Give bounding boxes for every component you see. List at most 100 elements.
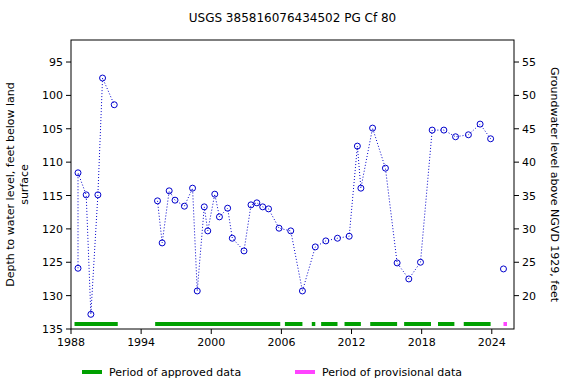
x-tick-label: 1994 <box>127 336 155 349</box>
data-point <box>216 214 222 220</box>
y2-tick-label: 20 <box>522 290 536 303</box>
data-point <box>75 265 81 271</box>
data-point <box>88 311 94 317</box>
plot-area <box>75 75 507 324</box>
data-point <box>429 127 435 133</box>
legend-label: Period of provisional data <box>322 366 462 379</box>
data-point <box>354 143 360 149</box>
data-point <box>83 192 89 198</box>
y-tick <box>66 162 71 163</box>
data-point <box>75 170 81 176</box>
y-tick-label: 110 <box>42 156 63 169</box>
x-tick-label: 2018 <box>408 336 436 349</box>
period-bar <box>345 322 361 326</box>
y-tick-label: 100 <box>42 89 63 102</box>
data-point <box>382 165 388 171</box>
y-axis-label: Depth to water level, feet below land <box>4 82 17 287</box>
y-tick-label: 120 <box>42 223 63 236</box>
period-bar <box>285 322 303 326</box>
y2-tick <box>514 95 519 96</box>
y2-tick-label: 35 <box>522 190 536 203</box>
data-point <box>488 136 494 142</box>
y-tick <box>66 95 71 96</box>
data-point <box>260 204 266 210</box>
data-point <box>111 102 117 108</box>
x-tick <box>281 329 282 334</box>
y-tick-label: 95 <box>49 56 63 69</box>
data-point <box>406 276 412 282</box>
series-line <box>78 78 503 314</box>
data-point <box>453 134 459 140</box>
data-point <box>225 205 231 211</box>
title: USGS 385816076434502 PG Cf 80 <box>189 11 397 25</box>
data-point <box>159 240 165 246</box>
x-tick <box>211 329 212 334</box>
y2-tick-label: 45 <box>522 123 536 136</box>
data-point <box>248 202 254 208</box>
y2-tick <box>514 262 519 263</box>
y2-tick <box>514 62 519 63</box>
x-tick <box>421 329 422 334</box>
period-bar <box>404 322 431 326</box>
data-point <box>201 204 207 210</box>
data-point <box>500 266 506 272</box>
data-point <box>394 260 400 266</box>
y-tick <box>66 195 71 196</box>
period-bar <box>438 322 454 326</box>
data-point <box>229 235 235 241</box>
data-point <box>441 127 447 133</box>
x-tick-label: 1988 <box>57 336 85 349</box>
data-point <box>276 225 282 231</box>
y-tick-label: 115 <box>42 190 63 203</box>
period-bar <box>155 322 280 326</box>
x-tick-label: 2024 <box>478 336 506 349</box>
data-point <box>346 233 352 239</box>
data-point <box>154 198 160 204</box>
data-point <box>335 235 341 241</box>
x-tick <box>71 329 72 334</box>
legend-label: Period of approved data <box>109 366 241 379</box>
y2-tick <box>514 228 519 229</box>
y-tick <box>66 262 71 263</box>
data-point <box>181 203 187 209</box>
data-point <box>205 228 211 234</box>
y2-tick <box>514 162 519 163</box>
y-tick-label: 135 <box>42 323 63 336</box>
y-tick <box>66 62 71 63</box>
y2-tick <box>514 128 519 129</box>
x-tick-label: 2012 <box>338 336 366 349</box>
legend-swatch <box>295 370 315 374</box>
x-tick <box>491 329 492 334</box>
chart: USGS 385816076434502 PG Cf 80 1988 1994 200… <box>0 0 576 384</box>
y-axis-label: surface <box>18 164 31 205</box>
y2-tick-label: 30 <box>522 223 536 236</box>
data-point <box>477 121 483 127</box>
period-bar <box>464 322 491 326</box>
data-point <box>370 125 376 131</box>
data-point <box>212 191 218 197</box>
data-point <box>299 288 305 294</box>
y2-axis-label: Groundwater level above NGVD 1929, feet <box>548 67 561 303</box>
x-tick-label: 2006 <box>267 336 295 349</box>
y2-tick-label: 25 <box>522 256 536 269</box>
data-point <box>190 185 196 191</box>
data-point <box>254 200 260 206</box>
period-bar <box>312 322 316 326</box>
data-point <box>288 228 294 234</box>
data-point <box>241 248 247 254</box>
x-tick <box>141 329 142 334</box>
y-tick <box>66 128 71 129</box>
data-point <box>358 185 364 191</box>
y2-tick <box>514 195 519 196</box>
y-tick-label: 105 <box>42 123 63 136</box>
data-point <box>312 244 318 250</box>
data-point <box>172 197 178 203</box>
y-tick-label: 125 <box>42 256 63 269</box>
data-point <box>166 188 172 194</box>
data-point <box>417 259 423 265</box>
period-bar <box>321 322 337 326</box>
legend-swatch <box>82 370 102 374</box>
y-tick <box>66 329 71 330</box>
data-point <box>465 132 471 138</box>
y-tick-label: 130 <box>42 290 63 303</box>
